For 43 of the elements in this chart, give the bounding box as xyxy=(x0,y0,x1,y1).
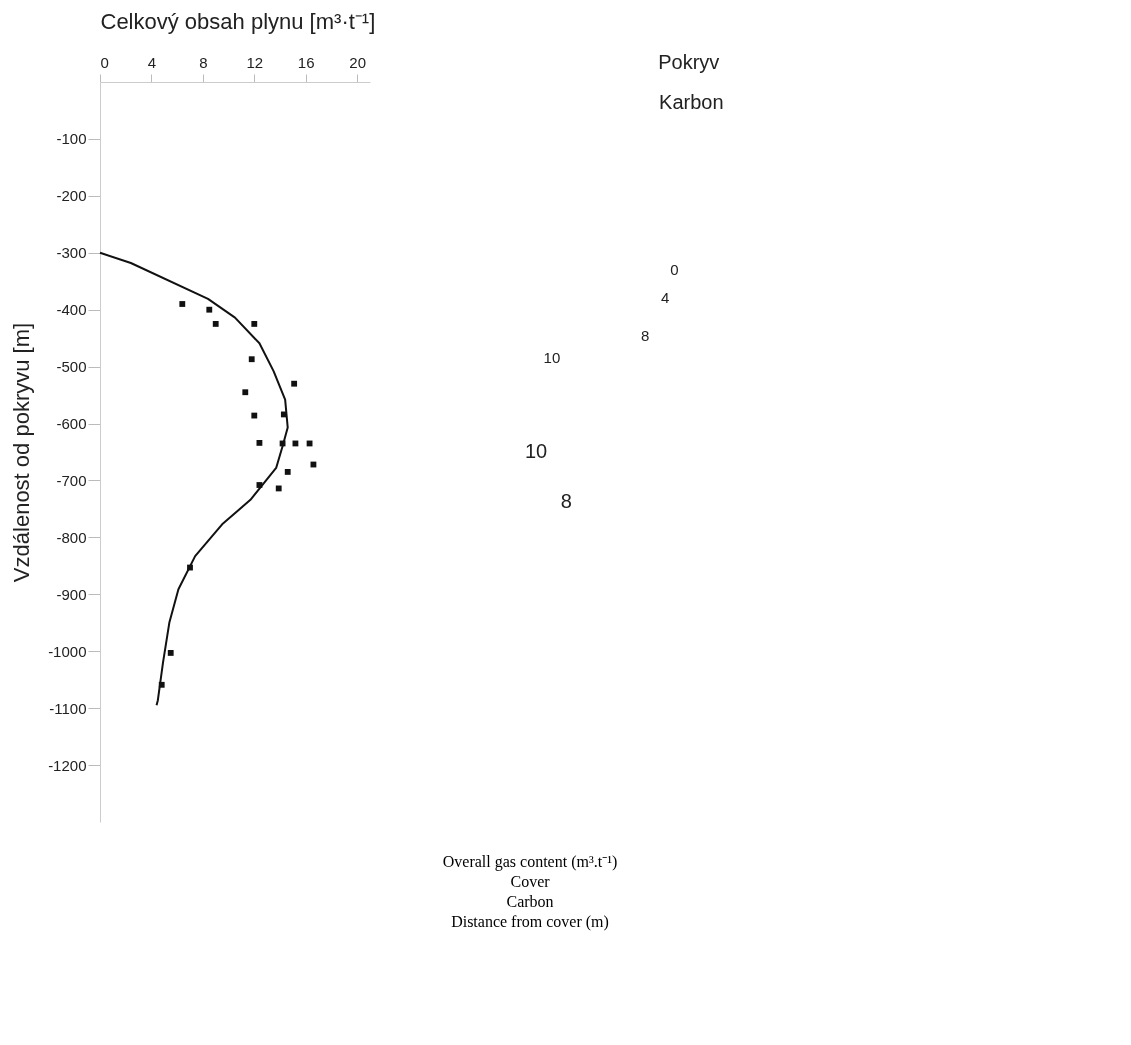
text: Karbon xyxy=(659,90,724,113)
y-tick-label: -900 xyxy=(56,585,87,603)
y-tick-label: -300 xyxy=(56,244,87,262)
point xyxy=(248,356,255,363)
point xyxy=(167,650,174,656)
point xyxy=(291,380,298,387)
y-tick-label: -400 xyxy=(56,301,87,319)
point xyxy=(179,301,186,307)
point xyxy=(158,681,165,688)
text: 8 xyxy=(640,326,650,344)
text: 10 xyxy=(524,440,548,462)
x-axis-title: Celkový obsah plynu [m³·t⁻¹] xyxy=(100,8,376,34)
point xyxy=(206,306,213,313)
point xyxy=(284,469,291,475)
y-tick-label: -1000 xyxy=(48,642,87,660)
x-tick-label: 12 xyxy=(246,53,264,71)
text: 4 xyxy=(661,289,670,307)
x-tick-label: 4 xyxy=(147,53,157,71)
x-tick-label: 20 xyxy=(349,53,366,71)
line-series xyxy=(99,251,289,707)
y-tick-label: -1200 xyxy=(48,756,87,774)
text: Distance from cover (m) xyxy=(451,913,609,931)
text: 10 xyxy=(543,348,561,366)
y-tick-label: -700 xyxy=(56,471,87,489)
y-tick-label: -100 xyxy=(56,130,87,148)
point xyxy=(251,321,258,327)
text: 0 xyxy=(670,260,679,278)
text: Cover xyxy=(510,873,551,890)
text: 8 xyxy=(560,489,572,512)
x-tick-label: 16 xyxy=(297,53,315,71)
y-tick-label: -1100 xyxy=(49,699,87,717)
point xyxy=(242,389,249,396)
x-tick-label: 0 xyxy=(100,53,109,71)
y-tick-label: -200 xyxy=(56,187,87,205)
x-tick-label: 8 xyxy=(199,53,208,71)
y-tick-label: -600 xyxy=(56,415,87,433)
y-axis-title: Vzdálenost od pokryvu [m] xyxy=(9,322,35,583)
text: Overall gas content (m³.t⁻¹) xyxy=(442,853,618,871)
point xyxy=(212,321,219,327)
y-tick-label: -500 xyxy=(56,358,87,376)
y-tick-label: -800 xyxy=(56,528,87,546)
text: Pokryv xyxy=(658,50,720,73)
text: Carbon xyxy=(506,893,554,910)
